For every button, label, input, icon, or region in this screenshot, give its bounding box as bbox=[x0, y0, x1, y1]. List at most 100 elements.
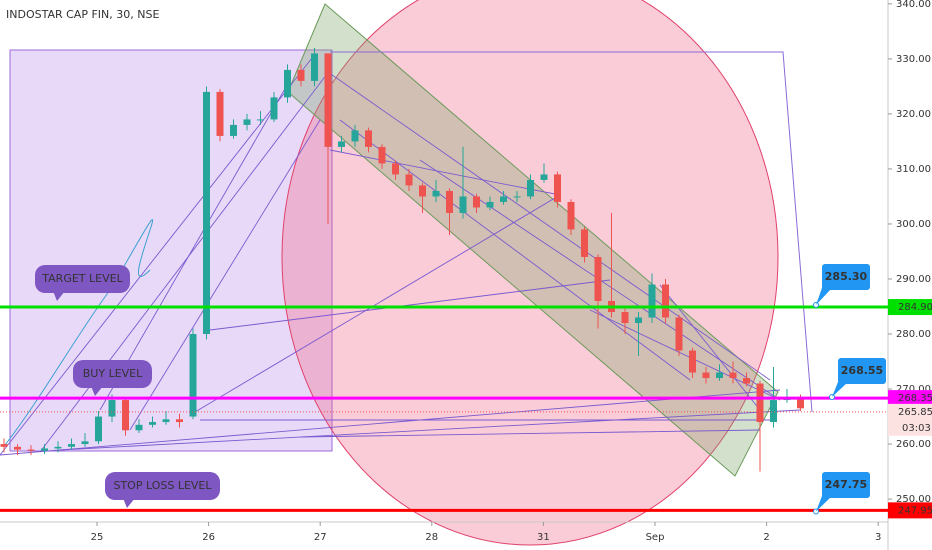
level-callout bbox=[35, 265, 130, 293]
candle-body bbox=[284, 69, 291, 98]
candle-body bbox=[554, 174, 561, 202]
x-tick-label: 2 bbox=[763, 532, 769, 543]
candle-body bbox=[270, 97, 278, 120]
x-tick-label: 3 bbox=[875, 532, 881, 543]
price-note bbox=[822, 472, 870, 498]
level-price-label: 284.90 bbox=[898, 302, 932, 313]
price-note-label: 285.30 bbox=[825, 270, 868, 283]
price-note-pointer bbox=[816, 288, 832, 305]
candle-body bbox=[675, 317, 683, 351]
y-tick-label: 260.00 bbox=[896, 439, 931, 450]
candle-body bbox=[338, 141, 345, 147]
candle-body bbox=[756, 383, 764, 423]
last-price-tag bbox=[888, 403, 932, 436]
price-note bbox=[822, 264, 870, 290]
x-tick-label: Sep bbox=[646, 532, 665, 543]
candle-body bbox=[324, 53, 332, 147]
level-callout-pointer bbox=[123, 498, 135, 508]
candle-body bbox=[230, 124, 237, 136]
y-tick-label: 310.00 bbox=[896, 164, 931, 175]
candle-body bbox=[567, 201, 575, 230]
level-callout-pointer bbox=[91, 386, 103, 396]
level-callout bbox=[73, 360, 152, 388]
level-price-label: 268.35 bbox=[898, 393, 932, 404]
level-name: TARGET LEVEL bbox=[41, 272, 123, 285]
curve-drawing bbox=[4, 219, 154, 446]
candle-body bbox=[216, 91, 224, 136]
candle-body bbox=[797, 397, 804, 409]
candle-body bbox=[203, 91, 210, 335]
candle-body bbox=[500, 196, 507, 202]
candle-body bbox=[81, 441, 89, 445]
candle-body bbox=[122, 400, 129, 431]
candle-body bbox=[621, 312, 629, 324]
candle-body bbox=[540, 174, 548, 180]
candle-body bbox=[162, 419, 170, 423]
price-axis-panel bbox=[888, 0, 932, 550]
level-price-tag bbox=[888, 299, 932, 316]
candle-body bbox=[419, 185, 426, 197]
x-tick-label: 25 bbox=[91, 532, 104, 543]
candle-body bbox=[95, 416, 102, 442]
chart-title: INDOSTAR CAP FIN, 30, NSE bbox=[6, 8, 159, 21]
y-tick-label: 280.00 bbox=[896, 329, 931, 340]
candle-body bbox=[446, 190, 453, 213]
candle-body bbox=[581, 229, 588, 257]
candle-body bbox=[635, 317, 642, 324]
x-tick-label: 28 bbox=[425, 532, 438, 543]
candle-body bbox=[459, 196, 467, 213]
price-note-pointer bbox=[816, 496, 832, 512]
level-price-label: 247.95 bbox=[898, 505, 932, 516]
last-price-label: 265.85 bbox=[898, 407, 932, 418]
candle-body bbox=[27, 449, 35, 451]
level-name: STOP LOSS LEVEL bbox=[113, 479, 212, 492]
x-tick-label: 26 bbox=[202, 532, 215, 543]
candle-body bbox=[54, 446, 62, 449]
level-callout-pointer bbox=[53, 291, 65, 301]
candle-body bbox=[432, 190, 440, 197]
x-tick-label: 27 bbox=[314, 532, 327, 543]
drawings bbox=[0, 0, 813, 546]
candle-body bbox=[257, 119, 264, 121]
candle-body bbox=[702, 372, 710, 379]
candle-body bbox=[689, 350, 696, 373]
candle-body bbox=[473, 196, 480, 208]
candle-body bbox=[68, 444, 75, 447]
price-note-label: 268.55 bbox=[841, 364, 883, 377]
candle-body bbox=[405, 174, 413, 186]
candle-body bbox=[176, 419, 183, 423]
candle-body bbox=[311, 53, 318, 81]
channel-drawing bbox=[287, 3, 779, 477]
x-tick-label: 31 bbox=[537, 532, 550, 543]
candle-body bbox=[729, 372, 737, 379]
y-tick-label: 340.00 bbox=[896, 0, 931, 10]
candle-body bbox=[108, 400, 116, 417]
candle-body bbox=[594, 256, 602, 301]
candle-body bbox=[513, 196, 521, 198]
candle-body bbox=[243, 119, 251, 125]
countdown-label: 03:03 bbox=[902, 423, 931, 434]
candle-body bbox=[0, 444, 8, 447]
candle-body bbox=[351, 130, 359, 142]
candle-body bbox=[662, 284, 669, 318]
y-tick-label: 250.00 bbox=[896, 494, 931, 505]
outline-drawing bbox=[330, 51, 813, 413]
candle-body bbox=[189, 334, 197, 417]
level-name: BUY LEVEL bbox=[83, 367, 143, 380]
candle-body bbox=[149, 422, 156, 425]
y-tick-label: 300.00 bbox=[896, 219, 931, 230]
candle-body bbox=[743, 378, 750, 384]
y-tick-label: 270.00 bbox=[896, 384, 931, 395]
price-note bbox=[838, 358, 886, 384]
y-tick-label: 290.00 bbox=[896, 274, 931, 285]
candle-body bbox=[297, 69, 305, 81]
rectangle-drawing bbox=[9, 49, 333, 452]
candle-body bbox=[392, 163, 399, 175]
ellipse-drawing bbox=[281, 0, 779, 546]
candle-body bbox=[365, 130, 372, 147]
candle-body bbox=[486, 201, 494, 208]
candle-body bbox=[716, 372, 723, 379]
candle-body bbox=[378, 146, 386, 164]
candle-body bbox=[41, 448, 48, 451]
